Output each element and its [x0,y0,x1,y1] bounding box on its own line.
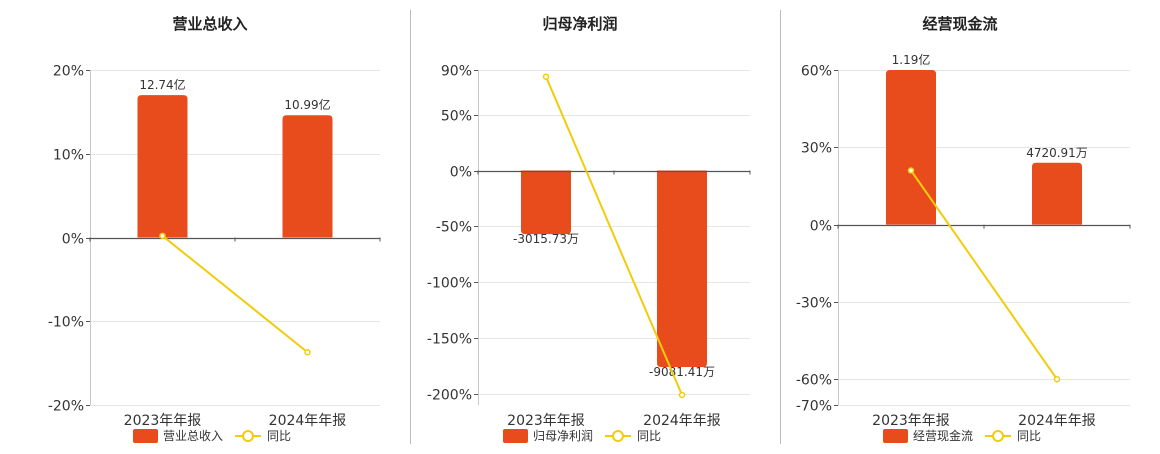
legend-bar-swatch [883,429,908,443]
bar-value-label: 10.99亿 [284,97,330,112]
y-tick-label: 0% [810,219,832,235]
legend-line-label: 同比 [637,429,661,443]
y-tick-label: 20% [53,64,84,80]
legend-bar-label: 归母净利润 [533,429,593,443]
x-tick-label: 2023年年报 [872,413,950,429]
yoy-line [161,235,309,354]
bar [1032,162,1082,225]
x-tick-label: 2024年年报 [269,413,347,429]
legend-bar-label: 营业总收入 [163,429,223,443]
y-tick-label: 10% [53,148,84,164]
y-tick-label: 0% [450,165,472,181]
bar [282,115,333,238]
y-tick-label: -100% [427,276,472,292]
legend-line-marker [242,430,254,442]
y-tick-label: -70% [796,399,832,415]
legend-line-marker [612,430,624,442]
chart-title: 营业总收入 [172,15,247,33]
x-tick-label: 2024年年报 [1018,413,1096,429]
bar-value-label: -9081.41万 [649,365,715,379]
y-tick-label: -30% [796,296,832,312]
legend-line-label: 同比 [267,429,291,443]
x-tick-label: 2023年年报 [124,413,202,429]
yoy-point [542,73,550,80]
legend-bar-swatch [133,429,158,443]
bar [137,95,188,238]
yoy-point [1053,375,1061,383]
y-tick-label: 50% [441,109,472,125]
yoy-point [304,348,311,356]
yoy-point [907,167,915,174]
bar-value-label: -3015.73万 [513,232,579,246]
bar [521,170,571,235]
legend-bar-label: 经营现金流 [913,428,973,443]
y-tick-label: -10% [48,315,84,331]
yoy-line [545,76,683,396]
chart-title: 经营现金流 [922,15,997,33]
x-tick-label: 2023年年报 [507,413,585,429]
y-tick-label: -200% [427,388,472,404]
yoy-point [159,232,166,240]
chart-title: 归母净利润 [542,15,617,33]
y-tick-label: -60% [796,373,832,389]
y-tick-label: -50% [436,220,472,236]
y-tick-label: -150% [427,332,472,348]
x-tick-label: 2024年年报 [643,413,721,429]
bar-value-label: 4720.91万 [1026,146,1088,160]
legend-line-marker [992,430,1004,442]
bar-value-label: 12.74亿 [139,77,185,92]
y-tick-label: -20% [48,399,84,415]
yoy-line [910,169,1058,380]
y-tick-label: 30% [801,141,832,157]
y-tick-label: 0% [62,232,84,248]
yoy-point [678,391,686,399]
y-tick-label: 90% [441,64,472,80]
bar-value-label: 1.19亿 [892,52,931,67]
legend-line-label: 同比 [1017,429,1041,443]
y-tick-label: 60% [801,64,832,80]
bar [886,70,936,225]
legend-bar-swatch [503,429,528,443]
bar [657,170,707,368]
